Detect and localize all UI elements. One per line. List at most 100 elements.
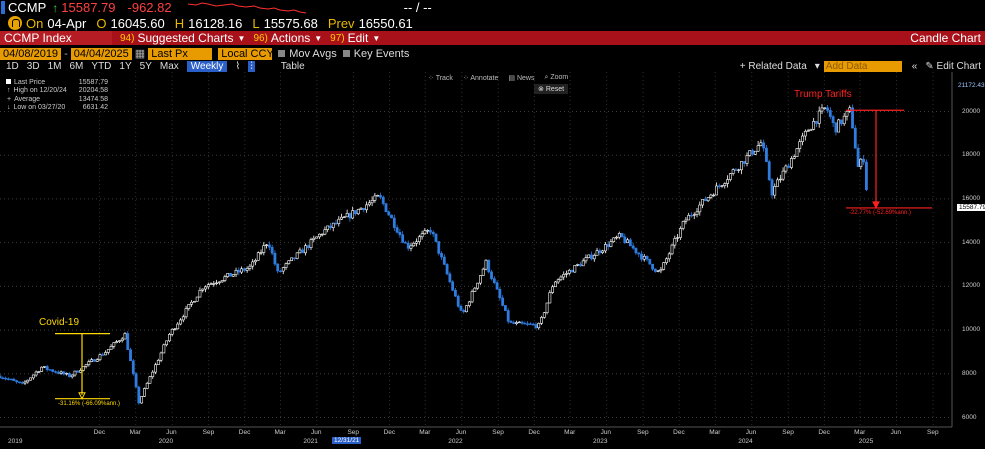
candle-body: [445, 264, 449, 275]
candle-body: [337, 218, 341, 224]
candle-body: [167, 334, 171, 342]
candle-body: [456, 295, 460, 307]
period-1m[interactable]: 1M: [47, 60, 62, 72]
candle-body: [742, 161, 746, 164]
table-button[interactable]: Table: [280, 60, 305, 72]
candle-body: [798, 141, 802, 149]
candle-body: [651, 263, 654, 270]
x-month-label: Jun: [166, 429, 177, 436]
suggested-charts-button[interactable]: 94) Suggested Charts ▼: [120, 31, 245, 45]
period-max[interactable]: Max: [159, 60, 179, 72]
candle-body: [220, 280, 224, 283]
axis-top-tag: 21172.43: [958, 82, 985, 89]
annotate-tool[interactable]: ⁘ Annotate: [462, 75, 499, 82]
candle-body: [567, 270, 571, 274]
zoom-tool[interactable]: ⌕ Zoom: [544, 74, 569, 81]
news-tool[interactable]: ▤ News: [508, 75, 535, 82]
period-5y[interactable]: 5Y: [139, 60, 152, 72]
candle-body: [673, 238, 677, 246]
candle-body: [426, 230, 430, 232]
add-data-input[interactable]: Add Data: [823, 60, 902, 72]
candle-body: [620, 233, 624, 238]
candle-body: [487, 259, 491, 273]
line-chart-icon[interactable]: ⌇: [235, 60, 241, 72]
candle-body: [454, 289, 457, 297]
key-events-label: Key Events: [353, 47, 410, 60]
candlestick-chart[interactable]: [0, 72, 985, 449]
menu-number: 96): [253, 32, 268, 44]
candle-body: [815, 121, 818, 124]
candle-body: [831, 116, 835, 123]
candle-body: [43, 366, 46, 368]
candle-body: [656, 270, 660, 272]
period-ytd[interactable]: YTD: [91, 60, 112, 72]
candle-body: [470, 291, 474, 303]
tool-label: Annotate: [470, 75, 499, 82]
tariffs-label[interactable]: Trump Tariffs: [794, 89, 852, 100]
candle-body: [509, 321, 513, 323]
chart-legend[interactable]: Last Price 15587.79 ↑ High on 12/20/24 2020…: [6, 79, 108, 112]
candle-body: [184, 308, 188, 318]
ticker-symbol[interactable]: CCMP: [8, 0, 47, 15]
chart-tools: ⁘ Track ⁘ Annotate ▤ News ⌕ Zoom: [428, 74, 568, 82]
candle-body: [806, 130, 810, 132]
candle-body: [254, 260, 257, 263]
key-events-checkbox[interactable]: [342, 50, 350, 57]
candle-body: [290, 257, 293, 261]
last-price: 15587.79: [61, 0, 116, 15]
security-field[interactable]: CCMP Index: [0, 31, 112, 45]
x-month-label: Sep: [927, 429, 939, 436]
currency-selector[interactable]: Local CCY: [218, 47, 274, 60]
covid-label[interactable]: Covid-19: [39, 317, 80, 328]
edit-chart-button[interactable]: ✎ Edit Chart: [925, 60, 981, 72]
candle-body: [248, 265, 252, 269]
caret-down-icon: ▼: [314, 33, 323, 43]
candle-body: [98, 354, 102, 360]
candle-body: [187, 303, 191, 309]
market-status-icon[interactable]: [8, 16, 22, 30]
candle-body: [31, 374, 35, 379]
x-year-label: 2022: [448, 438, 463, 445]
candle-body: [306, 245, 310, 248]
candle-body: [662, 262, 666, 270]
period-6m[interactable]: 6M: [69, 60, 84, 72]
average-marker-icon: +: [7, 95, 12, 103]
edit-button[interactable]: 97) Edit ▼: [330, 31, 380, 45]
actions-button[interactable]: 96) Actions ▼: [253, 31, 322, 45]
candle-body: [484, 259, 488, 270]
candle-body: [51, 369, 55, 372]
candle-body: [262, 245, 266, 253]
candle-body: [504, 305, 507, 311]
candle-body: [106, 349, 110, 353]
candle-body: [298, 249, 302, 254]
calendar-icon[interactable]: ▦: [134, 48, 146, 60]
x-month-label: Dec: [238, 429, 251, 436]
candle-body: [423, 230, 427, 235]
reset-button[interactable]: ⊗ Reset: [534, 84, 569, 94]
collapse-icon[interactable]: «: [911, 60, 918, 72]
period-1d[interactable]: 1D: [6, 60, 19, 72]
candle-body: [234, 269, 238, 275]
end-date-field[interactable]: 04/04/2025: [70, 47, 132, 60]
candle-body: [609, 241, 613, 247]
edit-chart-label: Edit Chart: [936, 60, 981, 72]
related-data-button[interactable]: + Related Data: [739, 60, 807, 72]
track-tool[interactable]: ⁘ Track: [428, 75, 453, 82]
candle-chart-icon[interactable]: ⫶: [248, 60, 255, 72]
candle-body: [429, 230, 432, 233]
candle-body: [809, 128, 813, 132]
candle-body: [140, 396, 144, 404]
candle-body: [556, 279, 560, 283]
field-selector[interactable]: Last Px: [148, 47, 213, 60]
candle-body: [676, 237, 679, 239]
start-date-field[interactable]: 04/08/2019: [0, 47, 62, 60]
y-tick-label: 20000: [962, 107, 981, 115]
candle-body: [59, 371, 63, 374]
candle-body: [245, 268, 249, 271]
menu-number: 97): [330, 32, 345, 44]
candle-body: [840, 119, 843, 125]
frequency-selector[interactable]: Weekly: [186, 60, 228, 72]
period-1y[interactable]: 1Y: [119, 60, 132, 72]
period-3d[interactable]: 3D: [26, 60, 40, 72]
mov-avgs-checkbox[interactable]: [278, 50, 286, 57]
